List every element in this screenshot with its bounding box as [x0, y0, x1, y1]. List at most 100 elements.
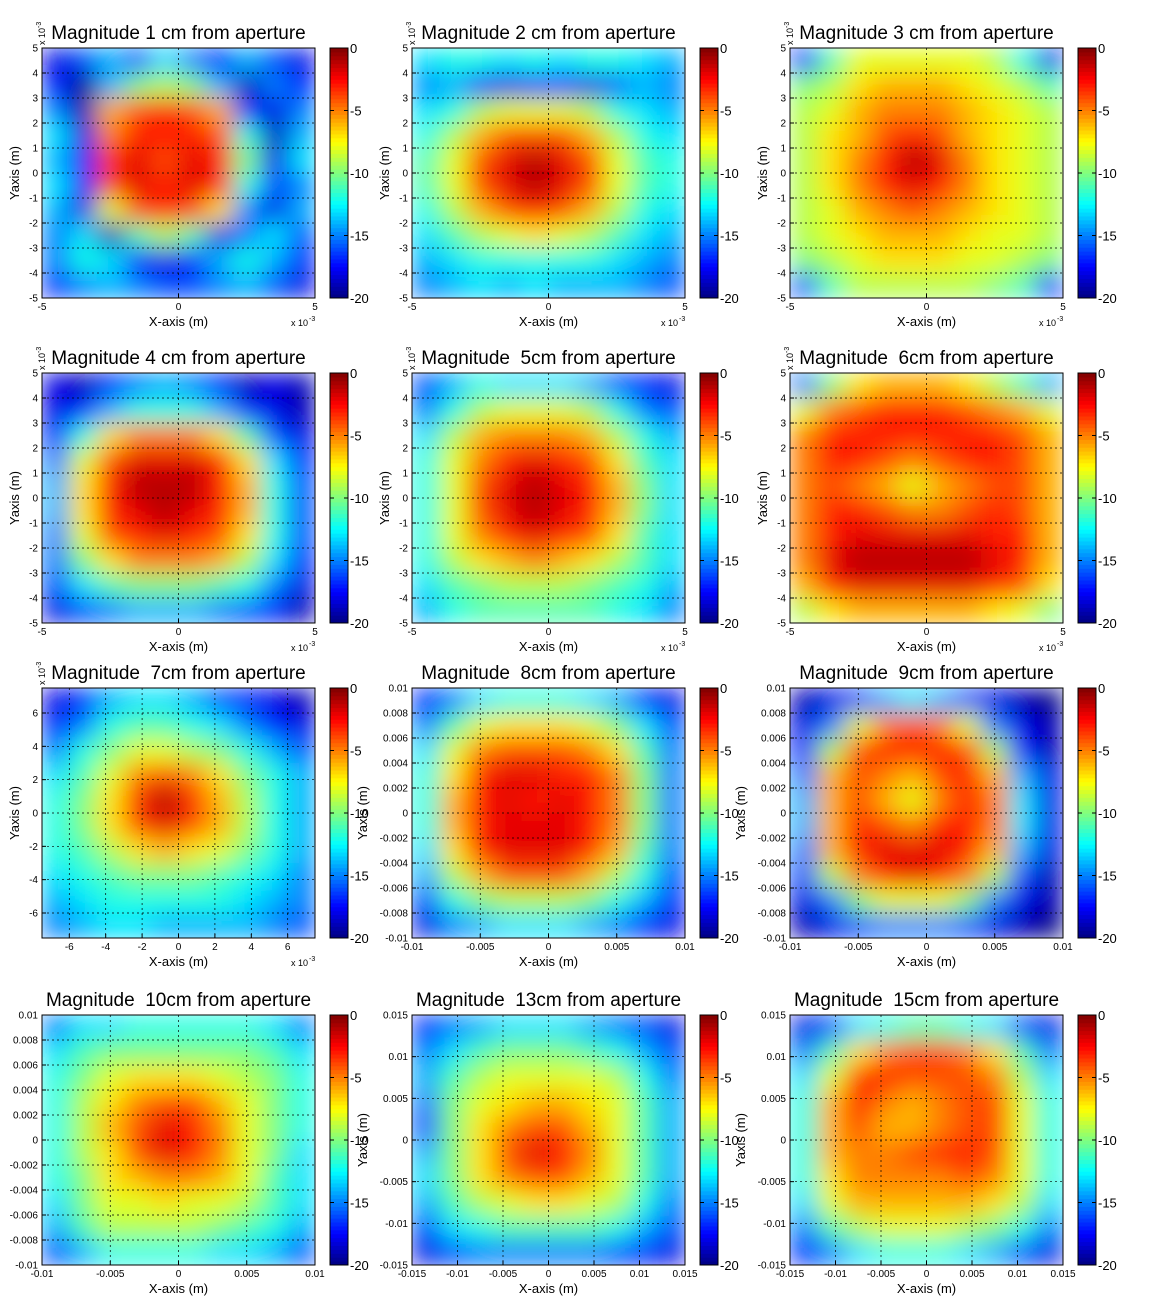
colorbar-step — [330, 707, 348, 712]
colorbar-step — [1078, 169, 1096, 174]
x-tick-label: 2 — [212, 942, 218, 953]
colorbar-step — [700, 87, 718, 92]
heatmap-cell — [981, 198, 1009, 224]
colorbar: 0-5-10-15-20 — [699, 681, 739, 946]
colorbar-step — [700, 373, 718, 378]
heatmap-cell — [287, 423, 315, 449]
colorbar-step — [700, 793, 718, 798]
heatmap-cell — [151, 498, 179, 524]
heatmap-cell — [1008, 1240, 1037, 1265]
colorbar-step — [1078, 730, 1096, 736]
heatmap-cell — [981, 48, 1009, 74]
colorbar-step — [1078, 540, 1096, 546]
heatmap-cell — [548, 398, 577, 424]
heatmap-cell — [260, 863, 289, 889]
heatmap-cell — [521, 548, 549, 574]
colorbar-step — [330, 738, 348, 744]
heatmap-cell — [151, 373, 179, 399]
colorbar-step — [1078, 1100, 1096, 1106]
heatmap-cell — [1035, 198, 1063, 224]
y-tick-label: -5 — [29, 619, 38, 630]
y-tick-label: -0.006 — [758, 884, 787, 895]
colorbar-step — [330, 556, 348, 561]
heatmap-cell — [151, 1015, 179, 1041]
heatmap-cell — [630, 498, 659, 524]
x-axis-label: X-axis (m) — [149, 954, 208, 969]
heatmap-cell — [844, 123, 873, 149]
colorbar-step — [1078, 482, 1096, 487]
heatmap-cell — [178, 148, 207, 174]
heatmap-cell — [548, 838, 577, 864]
colorbar-step — [700, 914, 718, 919]
heatmap-cell — [123, 913, 152, 938]
heatmap-cell — [1008, 688, 1037, 714]
heatmap-cell — [96, 48, 125, 74]
colorbar-step — [700, 176, 718, 182]
colorbar-tick-label: 0 — [350, 41, 357, 56]
heatmap-cell — [466, 1240, 495, 1265]
heatmap-cell — [178, 523, 207, 549]
colorbar-step — [330, 540, 348, 546]
heatmap-cell — [871, 713, 900, 739]
colorbar-step — [330, 98, 348, 104]
colorbar-step — [700, 173, 718, 178]
colorbar-step — [1078, 63, 1096, 69]
colorbar-step — [1078, 615, 1096, 620]
colorbar-tick-label: 0 — [350, 681, 357, 696]
heatmap-clip — [412, 48, 685, 298]
colorbar-step — [330, 576, 348, 581]
heatmap-cell — [151, 123, 179, 149]
colorbar-step — [1078, 447, 1096, 452]
colorbar-step — [330, 1179, 348, 1184]
colorbar-step — [330, 906, 348, 912]
colorbar-step — [700, 1229, 718, 1235]
colorbar-step — [1078, 130, 1096, 135]
colorbar-step — [330, 770, 348, 775]
colorbar-step — [700, 1190, 718, 1196]
y-tick-label: 1 — [32, 469, 38, 480]
y-tick-label: 1 — [32, 144, 38, 155]
y-tick-label: -1 — [399, 194, 408, 205]
colorbar-tick-label: -10 — [720, 806, 739, 821]
heatmap-cell — [521, 738, 549, 764]
heatmap-cell — [205, 1165, 234, 1191]
heatmap-cell — [178, 763, 207, 789]
axes-frame — [411, 1014, 686, 1266]
heatmap-cell — [412, 198, 440, 224]
colorbar-step — [700, 1104, 718, 1110]
heatmap-cell — [69, 48, 98, 74]
heatmap-cell — [96, 838, 125, 864]
x-tick-label: 0.01 — [630, 1269, 650, 1280]
x-tick-label: 0.005 — [959, 1269, 984, 1280]
heatmap-cell — [178, 73, 207, 99]
colorbar-step — [330, 1073, 348, 1078]
heatmap-cell — [926, 688, 955, 714]
colorbar-tick-label: -15 — [350, 869, 369, 884]
heatmap-cell — [871, 273, 900, 298]
heatmap-cell — [205, 1115, 234, 1141]
y-tick-label: -3 — [399, 569, 408, 580]
heatmap-cell — [205, 273, 234, 298]
colorbar-step — [700, 482, 718, 487]
heatmap-cell — [96, 398, 125, 424]
colorbar-step — [700, 1147, 718, 1153]
heatmap-cell — [439, 498, 468, 524]
colorbar-step — [330, 895, 348, 900]
heatmap-cell — [178, 1140, 207, 1166]
heatmap-cell — [899, 48, 927, 74]
heatmap-cell — [603, 1215, 631, 1241]
heatmap-cell — [953, 1015, 982, 1041]
colorbar-step — [1078, 90, 1096, 96]
heatmap-cell — [575, 198, 604, 224]
colorbar-step — [330, 1128, 348, 1133]
heatmap-cell — [42, 1165, 70, 1191]
colorbar-step — [1078, 1194, 1096, 1200]
colorbar-step — [330, 1249, 348, 1254]
colorbar-step — [330, 898, 348, 904]
heatmap-cell — [466, 273, 495, 298]
colorbar-step — [1078, 419, 1096, 425]
heatmap-cell — [657, 863, 685, 889]
colorbar-step — [330, 196, 348, 201]
heatmap-cell — [899, 1165, 927, 1191]
heatmap-cell — [953, 573, 982, 599]
